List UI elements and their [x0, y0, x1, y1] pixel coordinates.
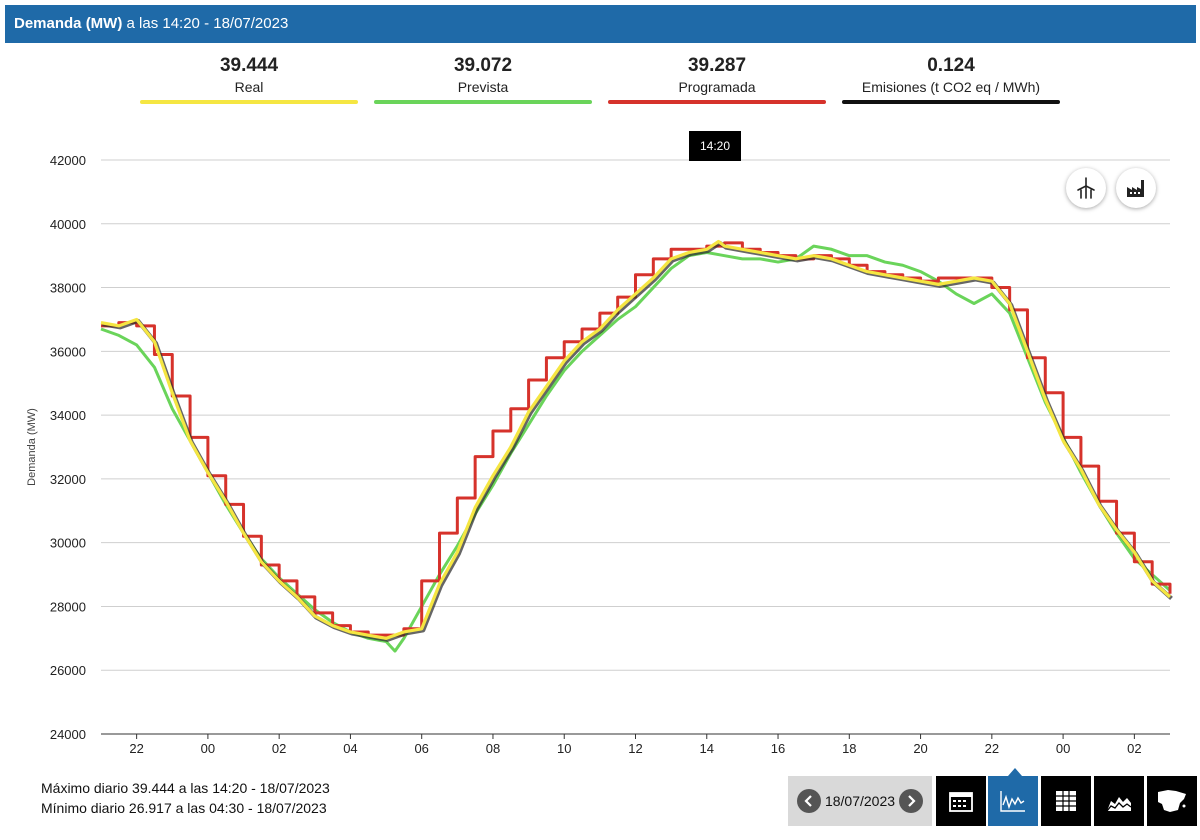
kpi-emisiones[interactable]: 0.124 Emisiones (t CO2 eq / MWh) — [842, 54, 1060, 104]
line-chart-tab[interactable] — [988, 776, 1038, 826]
kpi-programada-value: 39.287 — [687, 55, 747, 76]
kpi-real[interactable]: 39.444 Real — [140, 54, 358, 104]
kpi-real-bar — [140, 100, 358, 104]
x-tick-label: 00 — [1056, 741, 1070, 756]
kpi-real-value: 39.444 — [219, 55, 279, 76]
y-tick-label: 34000 — [50, 408, 86, 423]
kpi-prevista[interactable]: 39.072 Prevista — [374, 54, 592, 104]
kpi-programada-bar — [608, 100, 826, 104]
kpi-programada-label: Programada — [678, 79, 756, 95]
chevron-right-icon — [908, 795, 916, 807]
x-tick-label: 20 — [913, 741, 927, 756]
x-tick-label: 12 — [628, 741, 642, 756]
x-tick-label: 18 — [842, 741, 856, 756]
calendar-icon — [949, 792, 973, 812]
current-date[interactable]: 18/07/2023 — [824, 793, 896, 809]
time-tooltip: 14:20 — [689, 131, 741, 161]
kpi-real-label: Real — [234, 79, 264, 95]
x-tick-label: 22 — [985, 741, 999, 756]
emissions-button[interactable] — [1116, 168, 1156, 208]
kpi-emisiones-label: Emisiones (t CO2 eq / MWh) — [861, 79, 1041, 95]
renewables-button[interactable] — [1066, 168, 1106, 208]
line-chart-icon — [1000, 791, 1025, 812]
active-tab-caret — [1008, 768, 1022, 776]
table-tab[interactable] — [1041, 776, 1091, 826]
factory-icon — [1127, 180, 1144, 197]
stacked-area-tab[interactable] — [1094, 776, 1144, 826]
map-tab[interactable] — [1147, 776, 1197, 826]
series-shadow-real — [102, 240, 1173, 642]
x-tick-label: 02 — [272, 741, 286, 756]
x-tick-label: 16 — [771, 741, 785, 756]
stacked-area-icon — [1106, 797, 1132, 812]
y-tick-label: 42000 — [50, 153, 86, 168]
kpi-prevista-label: Prevista — [457, 79, 509, 95]
x-tick-label: 06 — [414, 741, 428, 756]
calendar-tab[interactable] — [936, 776, 986, 826]
y-tick-label: 38000 — [50, 281, 86, 296]
daily-max-text: Máximo diario 39.444 a las 14:20 - 18/07… — [41, 780, 330, 796]
x-tick-label: 22 — [129, 741, 143, 756]
x-tick-label: 00 — [201, 741, 215, 756]
y-tick-label: 30000 — [50, 536, 86, 551]
kpi-emisiones-bar — [842, 100, 1060, 104]
y-tick-label: 40000 — [50, 217, 86, 232]
daily-summary: Máximo diario 39.444 a las 14:20 - 18/07… — [41, 778, 330, 818]
kpi-prevista-bar — [374, 100, 592, 104]
y-tick-label: 26000 — [50, 663, 86, 678]
date-selector: 18/07/2023 — [788, 776, 932, 826]
chart-header: Demanda (MW) a las 14:20 - 18/07/2023 — [5, 5, 1196, 43]
x-tick-label: 08 — [486, 741, 500, 756]
daily-min-text: Mínimo diario 26.917 a las 04:30 - 18/07… — [41, 800, 327, 816]
y-tick-label: 24000 — [50, 727, 86, 742]
x-tick-label: 02 — [1127, 741, 1141, 756]
series-line-real — [100, 239, 1172, 640]
kpi-emisiones-value: 0.124 — [927, 55, 975, 76]
kpi-programada[interactable]: 39.287 Programada — [608, 54, 826, 104]
demand-chart[interactable]: 24000 26000 28000 30000 32000 34000 36000 38000… — [0, 120, 1200, 760]
table-icon — [1056, 791, 1076, 811]
header-title-rest: a las 14:20 - 18/07/2023 — [122, 15, 289, 32]
next-date-button[interactable] — [899, 789, 924, 813]
y-axis-label: Demanda (MW) — [26, 408, 38, 486]
spain-map-icon — [1158, 790, 1186, 812]
x-tick-label: 10 — [557, 741, 571, 756]
y-tick-label: 32000 — [50, 472, 86, 487]
header-title-bold: Demanda (MW) — [14, 15, 123, 32]
y-tick-label: 36000 — [50, 344, 86, 359]
chevron-left-icon — [804, 795, 812, 807]
x-tick-label: 04 — [343, 741, 357, 756]
wind-turbine-icon — [1077, 177, 1095, 199]
x-tick-label: 14 — [700, 741, 714, 756]
kpi-prevista-value: 39.072 — [453, 55, 513, 76]
y-tick-label: 28000 — [50, 599, 86, 614]
prev-date-button[interactable] — [796, 789, 821, 813]
